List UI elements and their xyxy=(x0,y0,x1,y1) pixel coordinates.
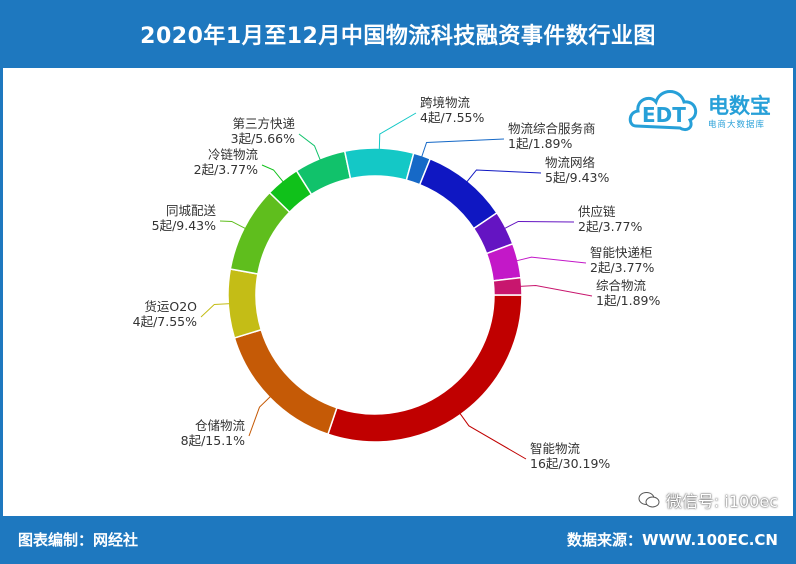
donut-chart: 智能物流16起/30.19%仓储物流8起/15.1%货运O2O4起/7.55%同… xyxy=(133,95,661,471)
slice-label-name: 智能物流 xyxy=(530,441,581,456)
logo-mark: EDT xyxy=(642,103,686,127)
slice-智能物流 xyxy=(326,294,523,443)
leader-line-第三方快递 xyxy=(298,133,321,161)
footer-source: 数据来源：WWW.100EC.CN xyxy=(567,531,778,549)
slice-label-value: 3起/5.66% xyxy=(231,131,295,146)
slice-label-value: 4起/7.55% xyxy=(420,110,484,125)
leader-line-综合物流 xyxy=(519,284,593,297)
leader-line-智能快递柜 xyxy=(515,256,587,264)
slice-label-value: 8起/15.1% xyxy=(181,433,245,448)
leader-line-物流网络 xyxy=(465,169,542,183)
wechat-watermark: 微信号: i100ec xyxy=(638,488,778,512)
wechat-id: 微信号: i100ec xyxy=(665,492,778,511)
slice-label-name: 智能快递柜 xyxy=(590,245,653,260)
leader-line-智能物流 xyxy=(459,412,527,460)
slice-label-value: 4起/7.55% xyxy=(133,314,197,329)
slice-label-name: 第三方快递 xyxy=(232,116,295,131)
slice-label-name: 冷链物流 xyxy=(208,147,259,162)
slice-label-name: 物流综合服务商 xyxy=(508,121,596,136)
header-bar: 2020年1月至12月中国物流科技融资事件数行业图 xyxy=(0,0,796,68)
logo-subtitle: 电商大数据库 xyxy=(708,120,766,130)
slice-label-value: 16起/30.19% xyxy=(530,456,610,471)
leader-line-同城配送 xyxy=(219,220,247,230)
slice-label-value: 5起/9.43% xyxy=(545,170,609,185)
slice-物流网络 xyxy=(418,157,498,230)
slice-label-value: 2起/3.77% xyxy=(578,219,642,234)
slice-仓储物流 xyxy=(233,328,338,436)
leader-line-仓储物流 xyxy=(248,395,272,437)
logo-name: 电数宝 xyxy=(708,94,771,118)
footer-bar: 图表编制：网经社 数据来源：WWW.100EC.CN xyxy=(0,516,796,564)
wechat-icon xyxy=(638,492,660,508)
slice-货运O2O xyxy=(227,268,263,339)
slice-label-name: 跨境物流 xyxy=(420,95,471,110)
leader-line-供应链 xyxy=(503,220,575,230)
slice-label-name: 综合物流 xyxy=(596,278,647,293)
slice-label-value: 1起/1.89% xyxy=(508,136,572,151)
chart-frame xyxy=(0,68,796,516)
leader-line-跨境物流 xyxy=(378,112,417,151)
slice-综合物流 xyxy=(492,276,523,296)
slice-label-name: 仓储物流 xyxy=(195,418,246,433)
slice-label-value: 2起/3.77% xyxy=(194,162,258,177)
footer-credit: 图表编制：网经社 xyxy=(18,531,139,549)
chart-title: 2020年1月至12月中国物流科技融资事件数行业图 xyxy=(140,24,656,49)
slice-label-name: 供应链 xyxy=(578,204,616,219)
slice-label-value: 1起/1.89% xyxy=(596,293,660,308)
slice-label-value: 5起/9.43% xyxy=(152,218,216,233)
slice-label-value: 2起/3.77% xyxy=(590,260,654,275)
leader-line-物流综合服务商 xyxy=(420,138,505,158)
leader-line-货运O2O xyxy=(200,303,231,318)
slice-label-name: 同城配送 xyxy=(166,203,217,218)
slice-跨境物流 xyxy=(343,147,415,182)
slice-同城配送 xyxy=(229,191,291,275)
logo-cloud-icon: EDT xyxy=(628,90,698,132)
slice-label-name: 物流网络 xyxy=(545,155,596,170)
slice-label-name: 货运O2O xyxy=(144,299,197,314)
leader-line-冷链物流 xyxy=(261,164,285,183)
